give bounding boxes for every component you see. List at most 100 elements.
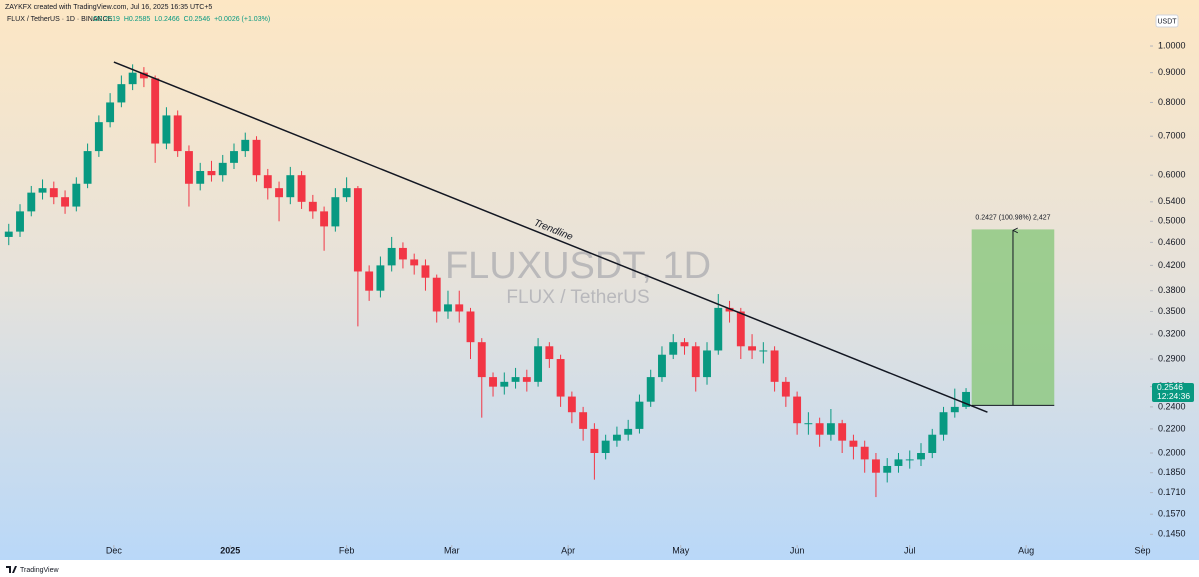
currency: USDT bbox=[1157, 18, 1177, 25]
candle-body bbox=[759, 350, 768, 352]
x-tick-label: Jul bbox=[904, 545, 916, 555]
candle-body bbox=[826, 423, 835, 435]
candle-body bbox=[567, 396, 576, 413]
last-price-box bbox=[1152, 382, 1194, 402]
ohlc-value: H0.2585 bbox=[124, 16, 151, 23]
candle-body bbox=[38, 188, 47, 193]
ohlc-value: O0.2519 bbox=[93, 16, 120, 23]
candle-body bbox=[196, 171, 205, 184]
candle-body bbox=[635, 401, 644, 429]
candle-body bbox=[703, 350, 711, 378]
candle-body bbox=[714, 307, 723, 351]
candle-body bbox=[612, 434, 621, 441]
candle-body bbox=[950, 406, 959, 413]
candle-body bbox=[16, 211, 24, 232]
y-tick-label: 0.1570 bbox=[1158, 509, 1186, 519]
currency-box bbox=[1155, 14, 1179, 28]
ohlc-value: L0.2466 bbox=[154, 16, 179, 23]
credit: ZAYKFX created with TradingView.com, Jul… bbox=[5, 4, 212, 11]
candle-body bbox=[128, 72, 137, 85]
candle-body bbox=[398, 247, 407, 260]
candle-body bbox=[680, 342, 689, 347]
y-tick-label: 0.2200 bbox=[1158, 423, 1186, 433]
x-tick-label: Aug bbox=[1018, 545, 1034, 555]
brand-logo bbox=[6, 566, 17, 573]
candle-body bbox=[815, 423, 824, 435]
candle-body bbox=[883, 465, 892, 473]
candle-body bbox=[218, 162, 227, 176]
countdown: 12:24:36 bbox=[1157, 391, 1190, 401]
candle-body bbox=[455, 304, 464, 312]
y-tick-label: 0.1710 bbox=[1158, 487, 1186, 497]
candle-body bbox=[365, 271, 374, 291]
x-tick-label: 2025 bbox=[220, 545, 240, 555]
ohlc-legend: O0.2519 H0.2585 L0.2466 C0.2546 +0.0026 (+1.… bbox=[93, 16, 270, 23]
candle-body bbox=[342, 188, 351, 198]
candle-body bbox=[511, 377, 520, 382]
ohlc-value: C0.2546 bbox=[184, 16, 211, 23]
x-tick-label: May bbox=[672, 545, 690, 555]
candle-body bbox=[646, 377, 655, 402]
candle-body bbox=[534, 346, 543, 382]
candle-body bbox=[308, 201, 317, 212]
candle-body bbox=[117, 84, 126, 103]
candle-body bbox=[297, 175, 306, 202]
candle-body bbox=[72, 183, 81, 207]
x-tick-label: Jun bbox=[790, 545, 805, 555]
candle-body bbox=[804, 423, 813, 425]
plot: 1.0000 0.9000 0.8000 0.7000 0.6000 0.5400 0.50… bbox=[4, 40, 1194, 555]
candle-body bbox=[860, 446, 869, 460]
x-tick-label: Sep bbox=[1134, 545, 1150, 555]
candle-body bbox=[658, 354, 666, 378]
candle-body bbox=[252, 139, 261, 176]
candle-body bbox=[905, 459, 914, 461]
candle-body bbox=[421, 265, 430, 278]
candle-body bbox=[230, 151, 238, 163]
x-tick-label: Mar bbox=[444, 545, 460, 555]
y-tick-label: 0.1450 bbox=[1158, 529, 1186, 539]
candle-body bbox=[173, 115, 182, 152]
candle-body bbox=[849, 440, 858, 447]
x-tick-label: Apr bbox=[561, 545, 575, 555]
y-tick-label: 0.4200 bbox=[1158, 260, 1186, 270]
candle-body bbox=[61, 197, 70, 207]
y-tick-label: 0.3200 bbox=[1158, 329, 1186, 339]
y-tick-label: 0.1850 bbox=[1158, 467, 1186, 477]
candle-body bbox=[928, 434, 937, 453]
candle-body bbox=[444, 304, 452, 312]
projection-label: 0.2427 (100.98%) 2,427 bbox=[975, 214, 1050, 221]
candle-body bbox=[579, 412, 588, 429]
footer bbox=[0, 560, 1199, 577]
candle-body bbox=[241, 139, 250, 152]
candle-body bbox=[207, 171, 216, 176]
candle-body bbox=[962, 391, 970, 407]
candle-body bbox=[939, 412, 948, 435]
candle-body bbox=[376, 265, 385, 291]
y-tick-label: 0.8000 bbox=[1158, 97, 1186, 107]
y-tick-label: 0.5000 bbox=[1158, 216, 1186, 226]
y-tick-label: 0.4600 bbox=[1158, 237, 1186, 247]
candle-body bbox=[83, 151, 92, 184]
watermark-title: FLUXUSDT, 1D bbox=[445, 245, 711, 287]
candle-body bbox=[736, 311, 745, 347]
candle-body bbox=[49, 188, 58, 198]
watermark-subtitle: FLUX / TetherUS bbox=[506, 287, 649, 308]
candle-body bbox=[139, 72, 148, 79]
candle-body bbox=[320, 211, 329, 227]
y-tick-label: 0.2400 bbox=[1158, 401, 1186, 411]
candle-body bbox=[669, 342, 678, 355]
candle-body bbox=[185, 151, 193, 184]
candle-body bbox=[624, 428, 633, 435]
y-tick-label: 0.5400 bbox=[1158, 196, 1186, 206]
candle-body bbox=[545, 346, 554, 360]
candle-body bbox=[286, 175, 295, 198]
candle-body bbox=[353, 188, 362, 272]
y-tick-label: 0.9000 bbox=[1158, 67, 1186, 77]
candle-body bbox=[601, 440, 610, 453]
candle-body bbox=[522, 377, 531, 382]
x-tick-label: Dec bbox=[106, 545, 123, 555]
symbol-legend: FLUX / TetherUS · 1D · BINANCE bbox=[7, 16, 113, 23]
y-tick-label: 1.0000 bbox=[1158, 40, 1186, 50]
